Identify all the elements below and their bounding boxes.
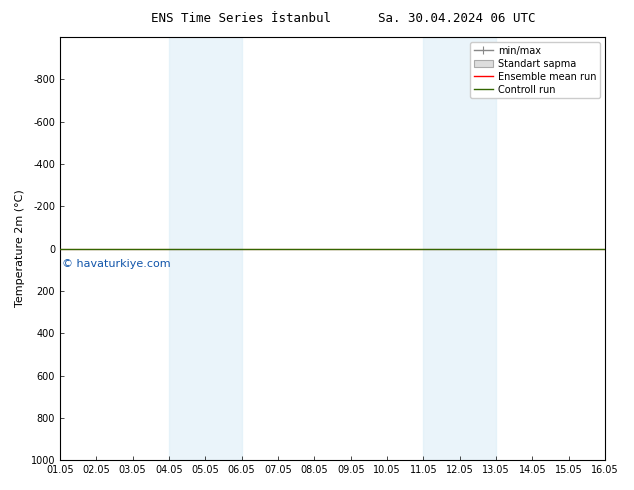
Bar bbox=[169, 37, 242, 460]
Legend: min/max, Standart sapma, Ensemble mean run, Controll run: min/max, Standart sapma, Ensemble mean r… bbox=[470, 42, 600, 98]
Bar bbox=[424, 37, 496, 460]
Text: ENS Time Series İstanbul: ENS Time Series İstanbul bbox=[151, 12, 331, 25]
Text: © havaturkiye.com: © havaturkiye.com bbox=[61, 259, 171, 269]
Text: Sa. 30.04.2024 06 UTC: Sa. 30.04.2024 06 UTC bbox=[378, 12, 535, 25]
Y-axis label: Temperature 2m (°C): Temperature 2m (°C) bbox=[15, 190, 25, 307]
